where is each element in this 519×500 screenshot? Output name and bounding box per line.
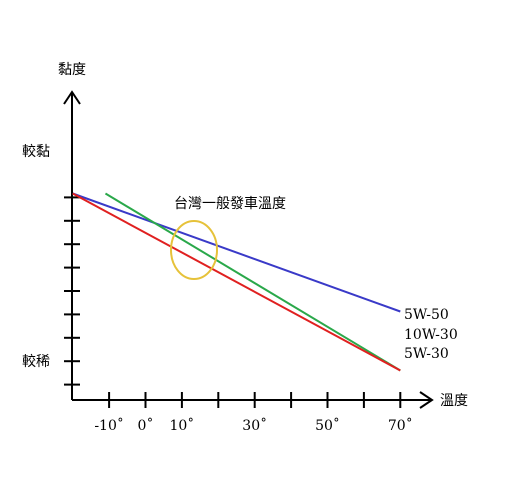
x-tick-label-2: 10˚ [169, 417, 194, 434]
series-line-10w-30 [104, 192, 401, 372]
x-axis-title: 溫度 [440, 393, 468, 409]
series-line-5w-30 [72, 192, 401, 372]
annotation-text: 台灣一般發車溫度 [174, 195, 286, 212]
y-ticks [64, 196, 80, 386]
legend: 5W-50 10W-30 5W-30 [404, 307, 458, 362]
axes [63, 90, 434, 409]
legend-item-5w-50: 5W-50 [404, 307, 449, 323]
y-axis-arrow [63, 90, 81, 105]
x-tick-label-5: 70˚ [388, 417, 413, 434]
y-tick-label-low: 較稀 [22, 354, 50, 370]
annotation-ellipse [170, 220, 218, 280]
x-tick-label-0: -10˚ [94, 417, 124, 434]
x-tick-label-1: 0˚ [138, 417, 154, 434]
x-tick-label-4: 50˚ [315, 417, 340, 434]
series-line-5w-50 [72, 192, 401, 313]
y-axis-title: 黏度 [58, 62, 86, 78]
x-axis-arrow [419, 391, 434, 409]
x-ticks [108, 392, 402, 408]
legend-item-5w-30: 5W-30 [404, 346, 449, 362]
legend-item-10w-30: 10W-30 [404, 327, 458, 343]
x-tick-label-3: 30˚ [242, 417, 267, 434]
y-tick-label-high: 較黏 [22, 144, 50, 160]
x-tick-labels: -10˚ 0˚ 10˚ 30˚ 50˚ 70˚ [94, 417, 412, 434]
series-lines [72, 192, 401, 372]
